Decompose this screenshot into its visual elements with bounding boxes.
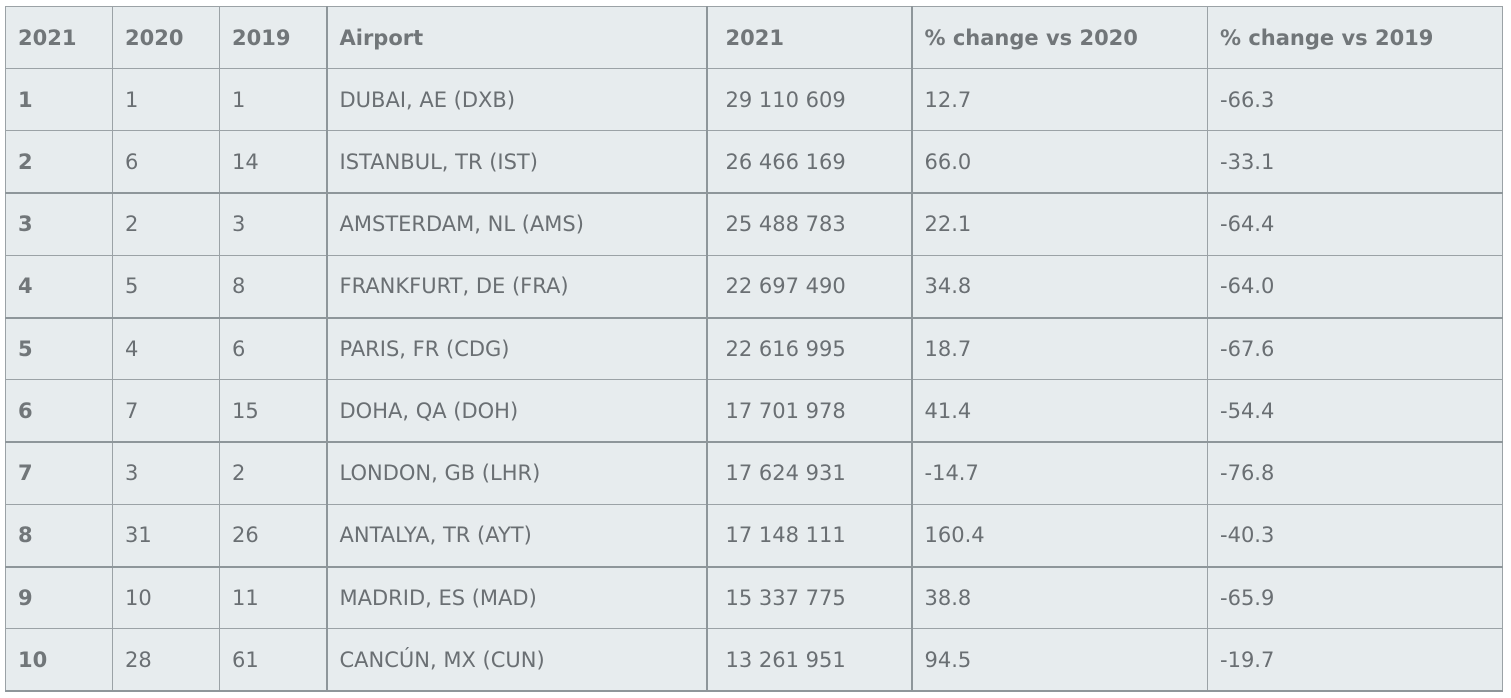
cell-change-vs-2019: -19.7 — [1207, 628, 1503, 693]
cell-passengers-2021: 17 148 111 — [706, 503, 913, 568]
cell-change-vs-2020: -14.7 — [911, 441, 1208, 505]
cell-change-vs-2020: 160.4 — [911, 503, 1208, 568]
table-row: 2 6 14 ISTANBUL, TR (IST) 26 466 169 66.0 -33.… — [5, 130, 1503, 195]
cell-rank-2019: 15 — [219, 379, 328, 444]
cell-airport: DOHA, QA (DOH) — [326, 379, 708, 444]
cell-change-vs-2020: 22.1 — [911, 192, 1208, 256]
table-row: 5 4 6 PARIS, FR (CDG) 22 616 995 18.7 -67.6 — [5, 316, 1503, 381]
header-rank-2021: 2021 — [5, 6, 113, 69]
table-body: 1 1 1 DUBAI, AE (DXB) 29 110 609 12.7 -66.3 2 6 1… — [5, 67, 1503, 693]
cell-rank-2020: 31 — [112, 503, 220, 568]
cell-passengers-2021: 17 701 978 — [706, 379, 913, 444]
cell-change-vs-2019: -54.4 — [1207, 379, 1503, 444]
header-change-vs-2020: % change vs 2020 — [911, 6, 1208, 69]
cell-change-vs-2019: -40.3 — [1207, 503, 1503, 568]
cell-airport: MADRID, ES (MAD) — [326, 565, 708, 630]
cell-rank-2021: 10 — [5, 628, 113, 693]
cell-rank-2020: 10 — [112, 565, 220, 630]
cell-rank-2021: 3 — [5, 192, 113, 256]
cell-rank-2019: 6 — [219, 316, 328, 381]
cell-rank-2020: 5 — [112, 254, 220, 319]
header-change-vs-2019: % change vs 2019 — [1207, 6, 1503, 69]
cell-change-vs-2019: -33.1 — [1207, 130, 1503, 195]
cell-rank-2021: 2 — [5, 130, 113, 195]
cell-rank-2019: 1 — [219, 67, 328, 132]
header-airport: Airport — [326, 6, 708, 69]
cell-rank-2020: 1 — [112, 67, 220, 132]
cell-rank-2020: 6 — [112, 130, 220, 195]
cell-rank-2021: 8 — [5, 503, 113, 568]
table-header-row: 2021 2020 2019 Airport 2021 % change vs … — [5, 6, 1503, 69]
header-rank-2020: 2020 — [112, 6, 220, 69]
cell-passengers-2021: 25 488 783 — [706, 192, 913, 256]
cell-passengers-2021: 13 261 951 — [706, 628, 913, 693]
cell-passengers-2021: 15 337 775 — [706, 565, 913, 630]
cell-airport: LONDON, GB (LHR) — [326, 441, 708, 505]
cell-rank-2020: 2 — [112, 192, 220, 256]
table-row: 9 10 11 MADRID, ES (MAD) 15 337 775 38.8 -65.9 — [5, 565, 1503, 630]
cell-rank-2020: 3 — [112, 441, 220, 505]
cell-change-vs-2019: -66.3 — [1207, 67, 1503, 132]
table-row: 6 7 15 DOHA, QA (DOH) 17 701 978 41.4 -54.4 — [5, 379, 1503, 444]
cell-passengers-2021: 26 466 169 — [706, 130, 913, 195]
airport-ranking-table: 2021 2020 2019 Airport 2021 % change vs … — [5, 6, 1503, 693]
cell-change-vs-2020: 41.4 — [911, 379, 1208, 444]
cell-rank-2020: 4 — [112, 316, 220, 381]
cell-rank-2019: 8 — [219, 254, 328, 319]
cell-airport: ANTALYA, TR (AYT) — [326, 503, 708, 568]
cell-rank-2019: 14 — [219, 130, 328, 195]
cell-airport: CANCÚN, MX (CUN) — [326, 628, 708, 693]
cell-rank-2020: 28 — [112, 628, 220, 693]
header-rank-2019: 2019 — [219, 6, 328, 69]
cell-change-vs-2020: 34.8 — [911, 254, 1208, 319]
table-row: 10 28 61 CANCÚN, MX (CUN) 13 261 951 94.5 -19.… — [5, 628, 1503, 693]
airport-ranking-table-container: 2021 2020 2019 Airport 2021 % change vs … — [5, 6, 1503, 693]
cell-rank-2020: 7 — [112, 379, 220, 444]
cell-change-vs-2020: 38.8 — [911, 565, 1208, 630]
cell-rank-2021: 4 — [5, 254, 113, 319]
cell-rank-2021: 5 — [5, 316, 113, 381]
cell-rank-2019: 2 — [219, 441, 328, 505]
cell-change-vs-2019: -65.9 — [1207, 565, 1503, 630]
cell-passengers-2021: 22 616 995 — [706, 316, 913, 381]
cell-change-vs-2019: -76.8 — [1207, 441, 1503, 505]
table-row: 4 5 8 FRANKFURT, DE (FRA) 22 697 490 34.8 -64.… — [5, 254, 1503, 319]
cell-passengers-2021: 29 110 609 — [706, 67, 913, 132]
table-row: 8 31 26 ANTALYA, TR (AYT) 17 148 111 160.4 -40… — [5, 503, 1503, 568]
table-row: 7 3 2 LONDON, GB (LHR) 17 624 931 -14.7 -76.8 — [5, 441, 1503, 505]
cell-change-vs-2020: 12.7 — [911, 67, 1208, 132]
cell-airport: PARIS, FR (CDG) — [326, 316, 708, 381]
cell-change-vs-2019: -64.4 — [1207, 192, 1503, 256]
cell-rank-2019: 11 — [219, 565, 328, 630]
cell-rank-2019: 26 — [219, 503, 328, 568]
cell-change-vs-2020: 66.0 — [911, 130, 1208, 195]
cell-rank-2019: 3 — [219, 192, 328, 256]
cell-airport: AMSTERDAM, NL (AMS) — [326, 192, 708, 256]
cell-passengers-2021: 17 624 931 — [706, 441, 913, 505]
cell-rank-2021: 7 — [5, 441, 113, 505]
cell-change-vs-2020: 94.5 — [911, 628, 1208, 693]
cell-change-vs-2019: -64.0 — [1207, 254, 1503, 319]
cell-change-vs-2019: -67.6 — [1207, 316, 1503, 381]
table-row: 1 1 1 DUBAI, AE (DXB) 29 110 609 12.7 -66.3 — [5, 67, 1503, 132]
cell-airport: DUBAI, AE (DXB) — [326, 67, 708, 132]
cell-rank-2021: 6 — [5, 379, 113, 444]
cell-rank-2021: 9 — [5, 565, 113, 630]
table-row: 3 2 3 AMSTERDAM, NL (AMS) 25 488 783 22.1 -64.… — [5, 192, 1503, 256]
cell-airport: FRANKFURT, DE (FRA) — [326, 254, 708, 319]
cell-rank-2021: 1 — [5, 67, 113, 132]
cell-change-vs-2020: 18.7 — [911, 316, 1208, 381]
header-passengers-2021: 2021 — [706, 6, 913, 69]
cell-rank-2019: 61 — [219, 628, 328, 693]
cell-passengers-2021: 22 697 490 — [706, 254, 913, 319]
cell-airport: ISTANBUL, TR (IST) — [326, 130, 708, 195]
